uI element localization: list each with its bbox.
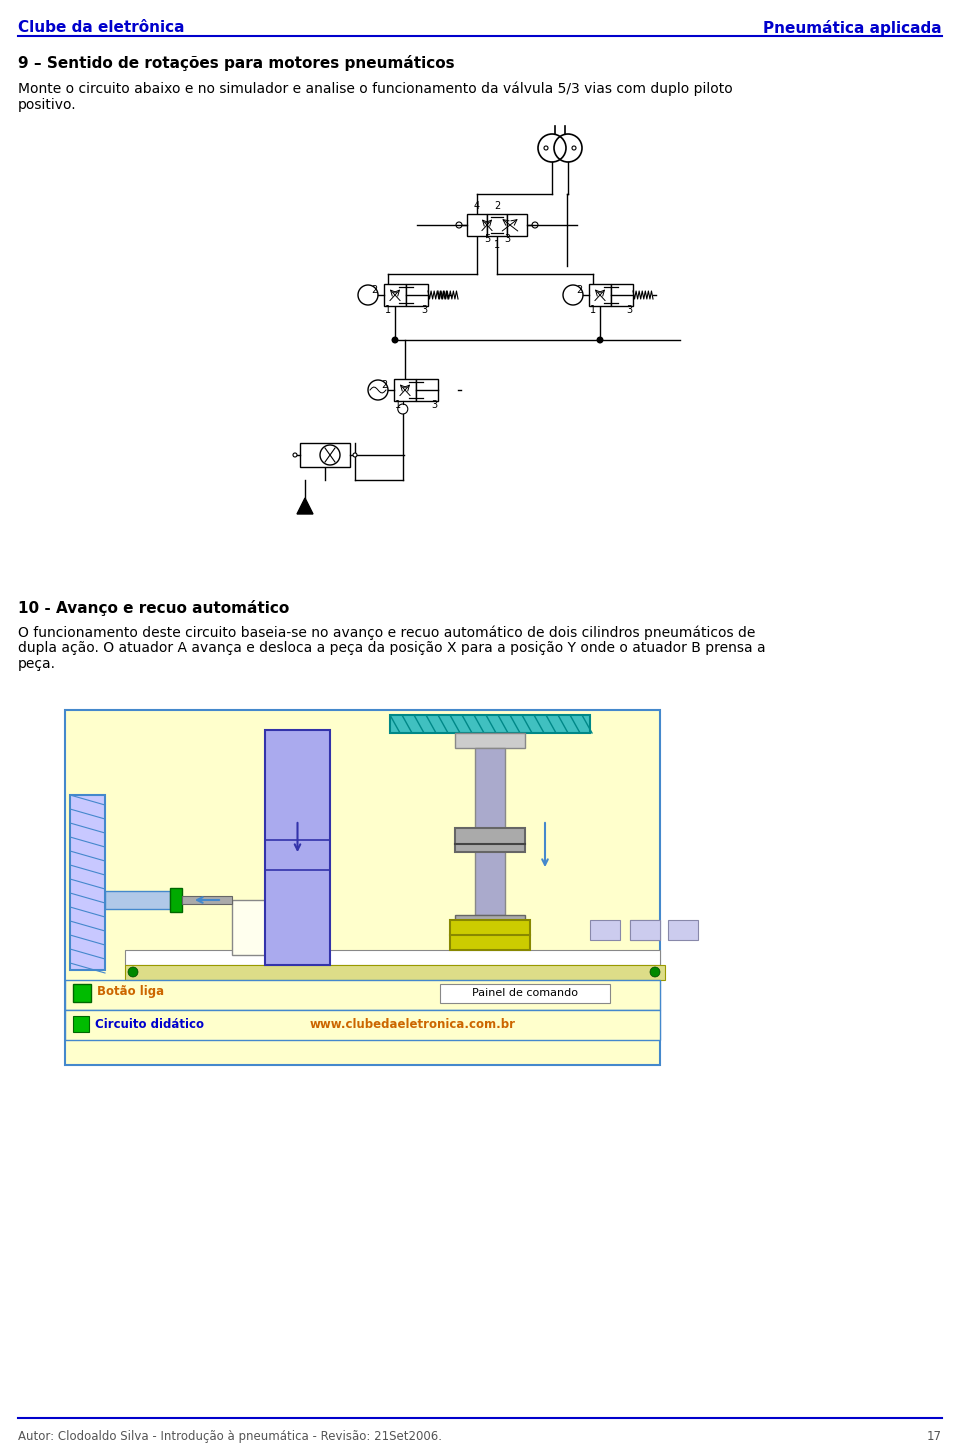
Bar — [455, 916, 525, 932]
Text: peça.: peça. — [18, 657, 56, 670]
Text: Painel de comando: Painel de comando — [472, 988, 578, 998]
Bar — [170, 888, 182, 913]
Bar — [668, 920, 698, 940]
Text: www.clubedaeletronica.com.br: www.clubedaeletronica.com.br — [310, 1017, 516, 1030]
Polygon shape — [297, 498, 313, 514]
Text: Clube da eletrônica: Clube da eletrônica — [18, 20, 184, 35]
Text: Autor: Clodoaldo Silva - Introdução à pneumática - Revisão: 21Set2006.: Autor: Clodoaldo Silva - Introdução à pn… — [18, 1431, 442, 1442]
Bar — [65, 1010, 660, 1040]
Bar — [125, 965, 665, 979]
Text: 2: 2 — [493, 202, 500, 210]
Bar — [394, 379, 416, 400]
Bar — [70, 795, 105, 971]
Bar — [487, 213, 507, 237]
Text: 1: 1 — [385, 305, 391, 315]
Bar — [590, 920, 620, 940]
Bar — [65, 710, 660, 1065]
Text: 1: 1 — [494, 239, 500, 250]
Bar — [300, 443, 350, 467]
Circle shape — [544, 147, 548, 149]
Bar — [182, 897, 232, 904]
Text: 3: 3 — [626, 305, 632, 315]
Circle shape — [293, 453, 297, 457]
Bar — [406, 284, 428, 306]
Text: 3: 3 — [504, 234, 510, 244]
Text: 3: 3 — [431, 400, 437, 411]
Text: 2: 2 — [576, 284, 582, 295]
Text: Botão liga: Botão liga — [97, 985, 164, 998]
Bar — [265, 730, 330, 965]
Bar — [589, 284, 611, 306]
Bar — [384, 284, 406, 306]
Text: 17: 17 — [927, 1431, 942, 1442]
Circle shape — [353, 453, 357, 457]
Circle shape — [572, 147, 576, 149]
Bar — [73, 1016, 89, 1032]
Text: 10 - Avanço e recuo automático: 10 - Avanço e recuo automático — [18, 601, 289, 617]
Text: Monte o circuito abaixo e no simulador e analise o funcionamento da válvula 5/3 : Monte o circuito abaixo e no simulador e… — [18, 83, 732, 97]
Bar — [475, 749, 505, 916]
Circle shape — [596, 337, 604, 344]
Circle shape — [650, 966, 660, 977]
Text: Pneumática aplicada: Pneumática aplicada — [763, 20, 942, 36]
Text: O funcionamento deste circuito baseia-se no avanço e recuo automático de dois ci: O funcionamento deste circuito baseia-se… — [18, 625, 756, 640]
Bar — [630, 920, 660, 940]
Text: 2: 2 — [371, 284, 377, 295]
Bar — [440, 984, 610, 1003]
Bar — [232, 900, 297, 955]
Bar — [467, 213, 487, 237]
Text: 4: 4 — [474, 202, 480, 210]
Bar — [65, 979, 660, 1010]
Circle shape — [392, 337, 398, 344]
Bar — [390, 715, 590, 733]
Text: 2: 2 — [381, 380, 387, 390]
Bar — [455, 829, 525, 852]
Bar — [73, 984, 91, 1003]
Text: Circuito didático: Circuito didático — [95, 1017, 204, 1030]
Text: dupla ação. O atuador A avança e desloca a peça da posição X para a posição Y on: dupla ação. O atuador A avança e desloca… — [18, 641, 766, 654]
Bar — [450, 920, 530, 950]
Text: 5: 5 — [484, 234, 491, 244]
Bar — [611, 284, 633, 306]
Bar — [125, 950, 660, 965]
Text: 1: 1 — [590, 305, 596, 315]
Bar — [507, 213, 527, 237]
Text: positivo.: positivo. — [18, 99, 77, 112]
Text: 3: 3 — [420, 305, 427, 315]
Circle shape — [128, 966, 138, 977]
Bar — [455, 733, 525, 749]
Bar — [416, 379, 438, 400]
Text: 1: 1 — [395, 400, 401, 411]
Bar — [630, 920, 660, 940]
Bar — [105, 891, 170, 908]
Text: 9 – Sentido de rotações para motores pneumáticos: 9 – Sentido de rotações para motores pne… — [18, 55, 455, 71]
